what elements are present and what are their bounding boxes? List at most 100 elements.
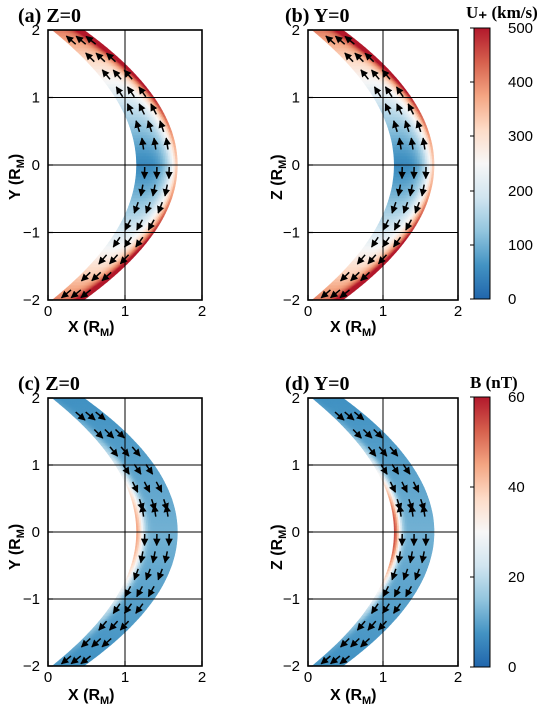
- vector-arrow: [396, 137, 405, 150]
- vector-arrow: [123, 236, 133, 248]
- heatmap-cell: [172, 140, 176, 145]
- vector-arrow: [162, 184, 171, 197]
- vector-arrow: [370, 236, 379, 248]
- heatmap-cell: [174, 173, 178, 178]
- x-tick-label: 1: [121, 303, 129, 320]
- vector-arrow: [158, 120, 166, 133]
- vector-arrow: [405, 219, 413, 231]
- vector-arrow: [70, 289, 82, 299]
- heatmap-cell: [431, 152, 434, 157]
- vector-arrow: [101, 69, 111, 80]
- vector-arrow: [124, 219, 132, 231]
- heatmap-cell: [174, 170, 178, 175]
- vector-arrow: [112, 69, 122, 80]
- vector-arrow: [344, 35, 355, 45]
- vector-arrow: [112, 236, 121, 248]
- vector-arrow: [134, 120, 142, 133]
- panel-b-ylabel: Z (RM): [269, 154, 289, 200]
- panel-a: 210−1−20 1 2 (a) Z=0 X (RM) Y (RM): [7, 5, 206, 339]
- x-tick-label: 0: [304, 303, 312, 320]
- vector-arrow: [395, 184, 404, 197]
- heatmap-cell: [430, 146, 434, 151]
- vector-arrow: [126, 103, 134, 115]
- vector-arrow: [80, 271, 91, 282]
- vector-arrow: [146, 120, 154, 133]
- vector-arrow: [382, 219, 390, 231]
- heatmap-cell: [430, 149, 434, 154]
- vector-arrow: [360, 69, 369, 80]
- vector-arrow: [381, 236, 390, 248]
- vector-arrow: [135, 236, 144, 248]
- heatmap-cell: [431, 167, 435, 172]
- x-tick-label: 2: [198, 303, 206, 320]
- y-tick-label: −1: [23, 225, 40, 242]
- heatmap-cell: [171, 137, 175, 142]
- panel-b: 210−1−20 1 2 (b) Y=0 X (RM) Z (RM): [269, 5, 462, 339]
- heatmap-cell: [431, 158, 435, 163]
- vector-arrow: [402, 201, 410, 214]
- y-tick-label: −2: [23, 292, 40, 309]
- vector-arrow: [147, 219, 155, 231]
- vector-arrow: [395, 86, 404, 98]
- vector-arrow: [403, 120, 412, 133]
- vector-arrow: [407, 103, 415, 115]
- heatmap-cell: [174, 149, 177, 154]
- vector-arrow: [356, 254, 366, 265]
- vector-arrow: [354, 52, 364, 63]
- vector-arrow: [340, 271, 350, 282]
- x-tick-label: 1: [379, 303, 387, 320]
- heatmap-cell: [170, 191, 175, 196]
- x-tick-label: 0: [44, 303, 52, 320]
- vector-arrow: [98, 254, 108, 265]
- heatmap-cell: [429, 140, 433, 145]
- heatmap-cell: [173, 146, 177, 151]
- vector-arrow: [420, 137, 428, 150]
- vector-arrow: [109, 254, 119, 265]
- heatmap-cell: [173, 182, 177, 187]
- vector-arrow: [408, 137, 417, 150]
- heatmap-cell: [170, 134, 175, 139]
- vector-arrow: [325, 35, 336, 45]
- vector-arrow: [419, 184, 427, 197]
- vector-arrow: [138, 184, 146, 197]
- vector-arrow: [85, 35, 97, 45]
- y-tick-label: 0: [292, 157, 300, 174]
- vector-arrow: [138, 86, 147, 98]
- vector-arrow: [75, 35, 87, 45]
- vector-arrow: [163, 137, 171, 150]
- heatmap-cell: [429, 182, 433, 187]
- panel-plot-area: [48, 30, 202, 300]
- vector-arrow: [360, 271, 371, 282]
- y-tick-label: −1: [283, 225, 300, 242]
- vector-arrow: [126, 86, 135, 98]
- vector-arrow: [133, 201, 141, 214]
- panel-c: 210−1−20 1 2 (c) Z=0 X (RM) Y (RM): [7, 373, 206, 707]
- vector-arrow: [339, 289, 350, 299]
- heatmap-cell: [429, 185, 433, 190]
- heatmap-cell: [173, 179, 177, 184]
- vector-arrow: [150, 103, 158, 115]
- y-tick-label: 1: [32, 90, 40, 107]
- vector-arrow: [115, 86, 124, 98]
- panel-a-ylabel: Y (RM): [7, 154, 27, 200]
- vector-arrow: [65, 35, 77, 45]
- vector-arrow: [393, 219, 401, 231]
- vector-arrow: [138, 103, 146, 115]
- x-tick-label: 2: [454, 303, 462, 320]
- vector-arrow: [392, 236, 402, 248]
- vector-arrow: [85, 52, 95, 63]
- vector-arrow: [390, 201, 398, 214]
- y-tick-label: −2: [283, 292, 300, 309]
- vector-arrow: [334, 35, 346, 45]
- vector-arrow: [384, 86, 393, 98]
- vector-arrow: [377, 254, 388, 265]
- heatmap-cell: [430, 179, 434, 184]
- vector-arrow: [330, 289, 341, 299]
- heatmap-cell: [431, 173, 434, 178]
- vector-arrow: [123, 69, 133, 80]
- panel-b-title: (b) Y=0: [285, 5, 350, 27]
- vector-arrow: [150, 184, 158, 197]
- heatmap-cell: [175, 158, 178, 163]
- vector-arrow: [101, 271, 112, 282]
